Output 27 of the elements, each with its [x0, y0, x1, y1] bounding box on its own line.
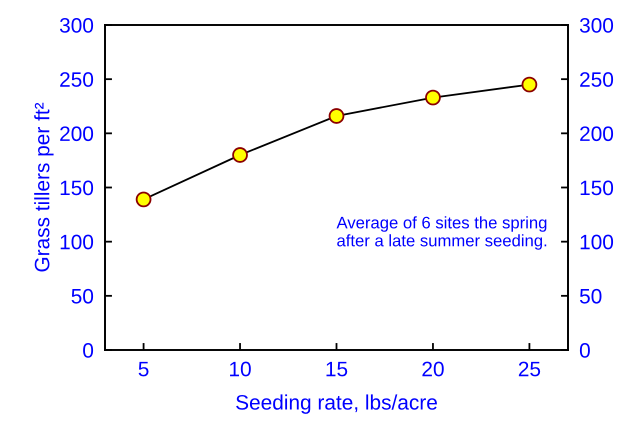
y2-tick-label: 300 — [580, 18, 614, 33]
y2-tick-label: 50 — [580, 288, 602, 304]
x-tick-label: 15 — [326, 362, 348, 376]
x-tick-label: 5 — [138, 362, 149, 376]
y2-tick-label: 0 — [580, 343, 590, 358]
y-tick-label: 100 — [60, 234, 94, 250]
y-tick-label: 50 — [72, 288, 94, 304]
y2-tick-label: 150 — [580, 180, 614, 196]
point — [136, 192, 152, 208]
x-tick-label: 10 — [230, 362, 251, 376]
y-tick-label: 250 — [60, 72, 94, 87]
annotation: Average of 6 sites the spring after a late summer seeding. — [336, 216, 546, 250]
y2-tick-label: 100 — [580, 234, 614, 250]
point — [425, 90, 441, 106]
y2-tick-label: 200 — [580, 126, 614, 142]
point — [232, 147, 248, 163]
y-tick-label: 300 — [60, 18, 94, 33]
point — [328, 108, 344, 124]
y-axis-title: Grass tillers per ft² — [34, 102, 54, 272]
y-tick-label: 200 — [60, 126, 94, 142]
point — [522, 76, 538, 92]
y-tick-label: 0 — [83, 343, 94, 358]
x-tick-label: 20 — [422, 362, 444, 376]
y-tick-label: 150 — [60, 180, 94, 196]
x-tick-label: 25 — [518, 362, 540, 376]
y2-tick-label: 250 — [580, 72, 614, 87]
x-axis-title: Seeding rate, lbs/acre — [236, 394, 437, 414]
